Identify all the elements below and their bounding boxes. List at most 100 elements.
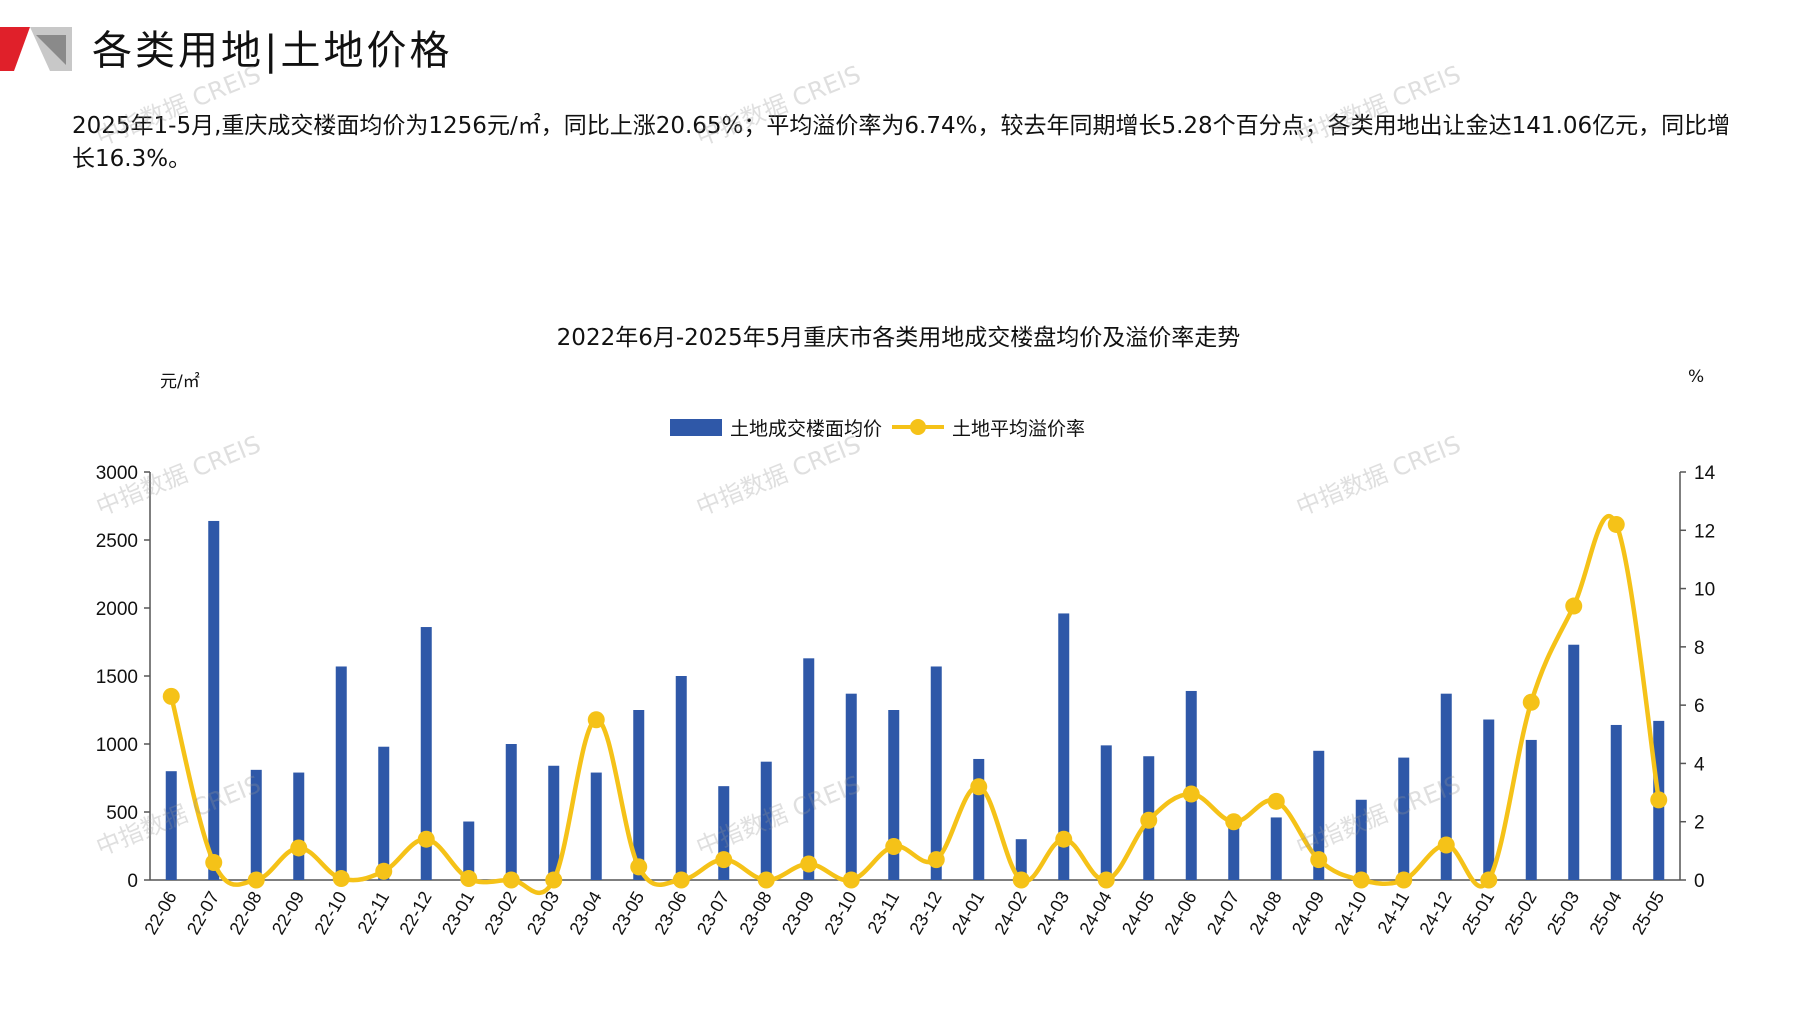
x-tick-label: 25-02 — [1500, 888, 1540, 938]
left-tick-label: 3000 — [96, 463, 138, 484]
premium-rate-point — [332, 870, 350, 888]
premium-rate-point — [1607, 515, 1625, 533]
x-tick-label: 23-04 — [565, 888, 605, 938]
x-tick-label: 23-12 — [905, 888, 945, 938]
left-tick-label: 500 — [106, 803, 138, 824]
bar — [718, 786, 730, 880]
bar — [165, 771, 177, 880]
x-tick-label: 22-11 — [354, 888, 394, 937]
chart-legend: 土地成交楼面均价 土地平均溢价率 — [670, 412, 1085, 442]
bar — [463, 821, 475, 880]
premium-rate-point — [1055, 830, 1073, 848]
premium-rate-point — [842, 871, 860, 889]
left-axis-unit: 元/㎡ — [160, 372, 200, 392]
legend-bar-label: 土地成交楼面均价 — [730, 417, 883, 440]
premium-rate-point — [1522, 693, 1540, 711]
legend-line-label: 土地平均溢价率 — [952, 417, 1086, 440]
premium-rate-point — [1310, 851, 1328, 869]
bar — [505, 744, 517, 880]
x-tick-label: 23-01 — [438, 888, 478, 938]
left-tick-label: 0 — [127, 871, 138, 892]
bar — [293, 772, 305, 880]
bar — [888, 710, 900, 880]
premium-rate-line — [169, 513, 1661, 896]
bar — [1100, 745, 1112, 880]
bar — [1610, 724, 1622, 880]
x-tick-label: 23-11 — [864, 888, 904, 937]
x-tick-label: 24-08 — [1245, 888, 1285, 938]
x-tick-label: 22-10 — [310, 888, 350, 938]
x-tick-label: 24-12 — [1415, 888, 1455, 938]
left-tick-label: 1000 — [96, 735, 138, 756]
chart-title: 2022年6月-2025年5月重庆市各类用地成交楼盘均价及溢价率走势 — [556, 325, 1241, 351]
premium-rate-point — [587, 711, 605, 729]
x-tick-label: 23-08 — [735, 888, 775, 938]
premium-rate-point — [1565, 597, 1583, 615]
premium-rate-point — [247, 871, 265, 889]
premium-rate-point — [545, 871, 563, 889]
page-title: 各类用地|土地价格 — [92, 28, 453, 74]
bar — [1313, 750, 1325, 880]
x-tick-label: 23-05 — [608, 888, 648, 938]
bar — [930, 666, 942, 880]
x-tick-label: 24-01 — [948, 888, 988, 938]
bar — [760, 761, 772, 880]
x-tick-label: 24-02 — [990, 888, 1030, 938]
premium-rate-point — [290, 839, 308, 857]
x-tick-label: 23-03 — [523, 888, 563, 938]
x-tick-label: 24-05 — [1118, 888, 1158, 938]
premium-rate-point — [1650, 791, 1668, 809]
legend-item-bar[interactable]: 土地成交楼面均价 — [670, 414, 882, 441]
bar — [1440, 693, 1452, 880]
bar — [1015, 839, 1027, 880]
bar — [590, 772, 602, 880]
bar — [335, 666, 347, 880]
premium-rate-point — [672, 871, 690, 889]
bar — [378, 746, 390, 880]
x-tick-label: 22-07 — [183, 888, 223, 938]
x-tick-label: 22-09 — [268, 888, 308, 938]
bar — [1398, 757, 1410, 880]
x-tick-label: 24-10 — [1330, 888, 1370, 938]
premium-rate-point — [375, 862, 393, 880]
premium-rate-point — [715, 851, 733, 869]
premium-rate-point — [1140, 811, 1158, 829]
premium-rate-point — [1352, 871, 1370, 889]
premium-rate-point — [1480, 871, 1498, 889]
bar — [420, 627, 432, 880]
x-tick-label: 24-03 — [1033, 888, 1073, 938]
left-tick-label: 1500 — [96, 667, 138, 688]
premium-rate-point — [1437, 836, 1455, 854]
right-tick-label: 6 — [1694, 696, 1705, 717]
legend-item-line[interactable]: 土地平均溢价率 — [882, 414, 1085, 441]
right-tick-label: 12 — [1694, 521, 1715, 542]
premium-rate-point — [1225, 813, 1243, 831]
x-tick-label: 24-11 — [1374, 888, 1414, 937]
bar — [845, 693, 857, 880]
premium-rate-point — [1182, 785, 1200, 803]
bar — [633, 710, 645, 880]
bar — [548, 765, 560, 880]
right-axis-unit: % — [1688, 367, 1705, 387]
premium-rate-point — [800, 855, 818, 873]
premium-rate-point — [885, 837, 903, 855]
x-tick-label: 22-12 — [395, 888, 435, 938]
bar — [1355, 799, 1367, 880]
x-tick-label: 24-06 — [1160, 888, 1200, 938]
premium-rate-point — [205, 854, 223, 872]
premium-rate-point — [630, 858, 648, 876]
bar — [1270, 817, 1282, 880]
summary-text: 2025年1-5月,重庆成交楼面均价为1256元/㎡，同比上涨20.65%；平均… — [72, 113, 1731, 172]
premium-rate-point — [162, 687, 180, 705]
x-tick-label: 22-08 — [225, 888, 265, 938]
premium-rate-point — [1267, 792, 1285, 810]
bar — [1058, 613, 1070, 880]
x-tick-label: 24-09 — [1288, 888, 1328, 938]
x-tick-label: 23-07 — [693, 888, 733, 938]
x-tick-label: 25-03 — [1543, 888, 1583, 938]
premium-rate-point — [502, 871, 520, 889]
x-tick-label: 24-07 — [1203, 888, 1243, 938]
bar — [1228, 825, 1240, 880]
legend-bar-swatch-icon — [670, 418, 722, 436]
